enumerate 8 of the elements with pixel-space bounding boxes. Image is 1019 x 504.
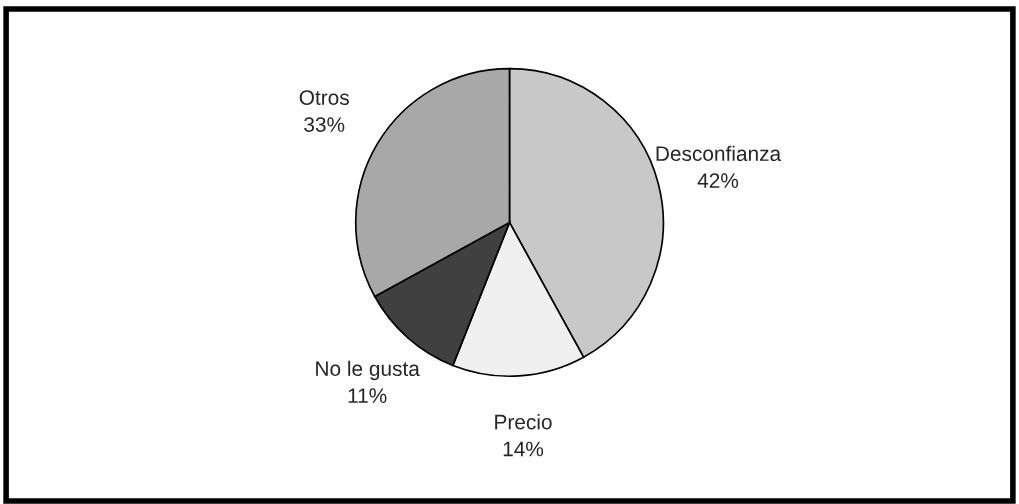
slice-label: Otros [299, 90, 349, 105]
slice-label: No le gusta [316, 360, 420, 381]
data-label: 33% [304, 117, 345, 132]
slice-label: Precio [495, 414, 552, 430]
data-label: 11% [348, 388, 387, 403]
data-label: 42% [697, 173, 739, 188]
data-label: 14% [503, 441, 544, 457]
slice-label: Desconfianza [656, 145, 782, 162]
